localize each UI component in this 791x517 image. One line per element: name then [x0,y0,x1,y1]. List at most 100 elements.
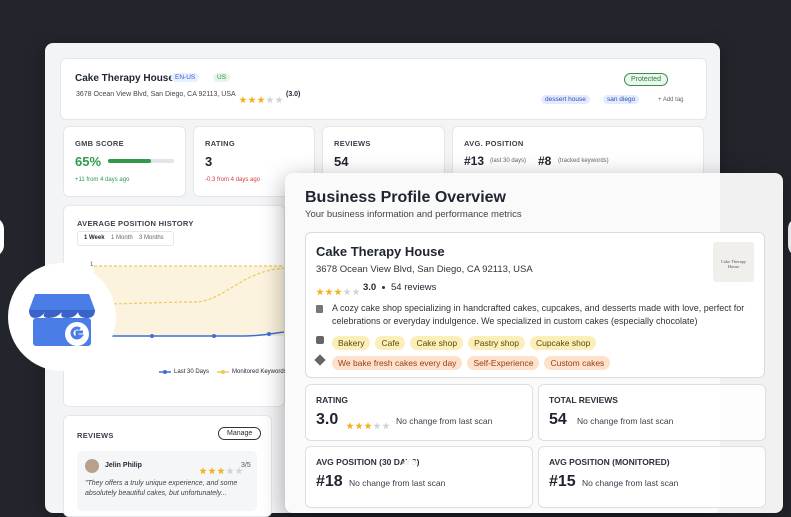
review-item: Jelin Philip 3/5 "They offers a truly un… [77,451,257,511]
description-icon [316,305,323,313]
history-chart [94,265,284,338]
metric-label: AVG POSITION (30 DAYS) [316,457,420,467]
metric-card: TOTAL REVIEWS 54 No change from last sca… [538,384,766,441]
overview-panel: Business Profile Overview Your business … [285,173,783,513]
metric-value: #15 [549,473,576,490]
profile-card: Cake Therapy House Cake Therapy House 36… [305,232,765,378]
tab[interactable]: 1 Week [84,235,105,241]
page: {"dashboard":{"business_name":"Cake Ther… [0,43,791,517]
status-badge: Protected [624,73,668,86]
category-pill: Pastry shop [468,336,525,350]
dot [382,286,385,289]
review-text: "They offers a truly unique experience, … [85,480,238,497]
history-title: AVERAGE POSITION HISTORY [77,219,194,228]
metric-card: AVG POSITION (MONITORED) #15 No change f… [538,446,766,508]
stars [316,283,361,301]
point [212,334,216,338]
tab[interactable]: 1 Month [111,235,133,241]
header-card: Cake Therapy House EN-US US 3678 Ocean V… [60,58,707,120]
axis-label: 1 [90,262,94,268]
metric-note: No change from last scan [396,416,493,426]
logo: Cake Therapy House [713,242,754,282]
overview-title: Business Profile Overview [305,189,506,206]
category-list: Bakery Cafe Cake shop Pastry shop Cupcake sh… [332,333,601,351]
stat-label: AVG. POSITION [464,139,524,148]
attribute-pill: Self-Experience [467,356,540,370]
metric-label: RATING [316,395,348,405]
review-author: Jelin Philip [105,462,142,469]
progress-track [108,159,174,163]
metric-note: No change from last scan [582,478,679,488]
reviews-title: REVIEWS [77,431,114,440]
rating-label: (3.0) [286,91,301,98]
stars [346,417,391,435]
stat-note: (last 30 days) [490,158,527,164]
gmb-icon [8,263,116,371]
business-name: Cake Therapy House [316,244,445,259]
metric-value: #18 [316,473,343,490]
category-pill: Bakery [332,336,371,350]
business-name: Cake Therapy House [75,73,174,84]
stars [239,91,284,109]
locale-chip: US [213,73,231,82]
metric-card: RATING 3.0 No change from last scan [305,384,533,441]
category-pill: Cafe [375,336,406,350]
legend-swatch [217,370,229,374]
tag[interactable]: san diego [603,95,640,104]
carousel-dot[interactable] [403,459,417,473]
review-score: 3/5 [241,462,251,469]
description: A cozy cake shop specializing in handcra… [332,303,745,326]
stat-label: REVIEWS [334,139,371,148]
tab-group [77,231,174,246]
attribute-pill: We bake fresh cakes every day [332,356,463,370]
next-arrow[interactable] [788,217,791,257]
address: 3678 Ocean View Blvd, San Diego, CA 9211… [316,264,533,275]
metric-value: 54 [549,411,567,428]
stat-change: +11 from 4 days ago [75,177,130,183]
logo-text: Cake Therapy House [720,259,747,269]
category-pill: Cupcake shop [529,336,597,350]
stat-value: 3 [205,154,213,169]
stat-value: 54 [334,154,349,169]
attribute-list: We bake fresh cakes every day Self-Experi… [332,353,615,371]
stat-note: (tracked keywords) [558,158,609,164]
metric-value: 3.0 [316,411,339,428]
locale-chip: EN-US [171,73,200,82]
reviews-card: REVIEWS Manage Jelin Philip 3/5 "They of… [63,415,272,517]
overview-subtitle: Your business information and performanc… [305,209,522,220]
legend-swatch [159,370,171,374]
manage-button[interactable]: Manage [218,427,262,440]
point [150,334,154,338]
line [94,267,284,305]
legend-label: Monitored Keywords [232,369,287,375]
point [267,332,271,336]
avatar [85,459,99,473]
stat-card: GMB SCORE 65% +11 from 4 days ago [63,126,186,197]
stars [199,462,244,480]
stat-change: -0.3 from 4 days ago [205,177,261,183]
carousel-dot[interactable] [460,459,474,473]
carousel-dot[interactable] [432,459,446,473]
tab[interactable]: 3 Months [139,235,164,241]
prev-arrow[interactable] [0,217,4,257]
metric-label: TOTAL REVIEWS [549,395,618,405]
metric-label: AVG POSITION (MONITORED) [549,457,670,467]
review-count: 54 reviews [391,282,437,293]
stat-value: 65% [75,154,102,169]
attribute-pill: Custom cakes [544,356,611,370]
metric-note: No change from last scan [577,416,674,426]
add-tag[interactable]: + Add tag [658,97,684,103]
stat-label: GMB SCORE [75,139,124,148]
category-icon [316,336,324,344]
progress-bar [108,159,151,163]
stat-label: RATING [205,139,235,148]
address: 3678 Ocean View Blvd, San Diego, CA 9211… [76,91,236,98]
tag[interactable]: dessert house [541,95,590,104]
rating: 3.0 [363,282,377,293]
area [94,266,284,336]
metric-card: AVG POSITION (30 DAYS) #18 No change fro… [305,446,533,508]
stat-value: #8 [538,154,552,168]
line [94,331,284,337]
category-pill: Cake shop [410,336,464,350]
attribute-icon [314,354,326,366]
